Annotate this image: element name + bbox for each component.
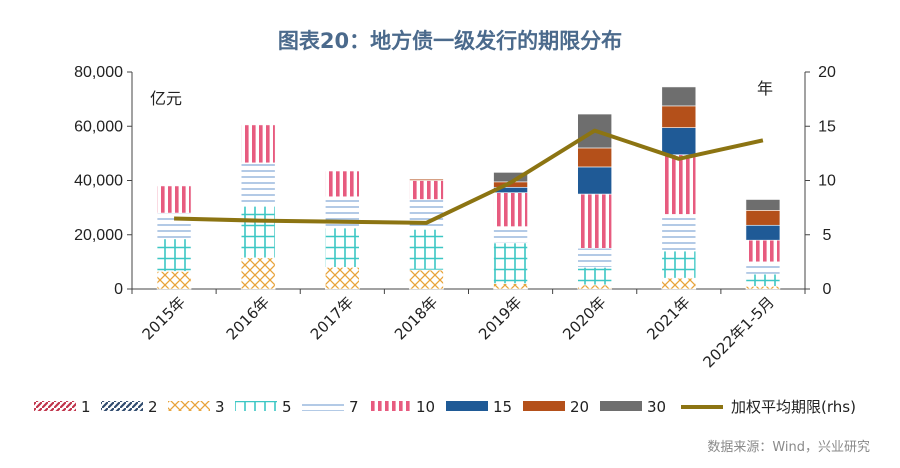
- y2-tick-label: 5: [823, 227, 832, 244]
- y-tick-label: 60,000: [74, 118, 123, 135]
- legend-label: 5: [282, 398, 292, 416]
- legend: 1 2 3 5 7 10 15 20 30 加权平均期限(rhs): [34, 398, 856, 416]
- bar-segment-30: [661, 86, 697, 107]
- legend-label: 3: [215, 398, 225, 416]
- x-category-label: 2019年: [475, 293, 525, 343]
- legend-swatch-1: [34, 401, 76, 411]
- x-category-label: 2020年: [559, 293, 609, 343]
- bars-layer: [156, 86, 781, 290]
- bar-segment-20: [409, 178, 444, 181]
- chart-title: 图表20：地方债一级发行的期限分布: [278, 29, 622, 53]
- bar-segment-7: [661, 214, 697, 252]
- y2-tick-label: 15: [818, 118, 836, 135]
- bar-segment-10: [493, 192, 528, 227]
- legend-swatch-2: [101, 401, 143, 411]
- bar-segment-5: [156, 238, 192, 272]
- y2-tick-label: 10: [818, 173, 836, 190]
- legend-label: 30: [647, 398, 666, 416]
- x-category-label: 2022年1-5月: [699, 293, 777, 371]
- legend-label: 20: [570, 398, 589, 416]
- bar-segment-3: [240, 257, 276, 290]
- legend-swatch-7: [302, 401, 344, 411]
- bar-segment-5: [577, 266, 612, 286]
- axes-layer: [127, 71, 810, 294]
- bar-segment-5: [325, 227, 360, 268]
- bar-segment-10: [156, 185, 192, 214]
- bar-segment-5: [493, 242, 528, 284]
- y2-tick-label: 20: [818, 64, 836, 81]
- legend-swatch-10: [369, 401, 411, 411]
- legend-label: 7: [349, 398, 359, 416]
- legend-swatch-5: [235, 401, 277, 411]
- source-note: 数据来源：Wind，兴业研究: [707, 440, 870, 455]
- bar-segment-3: [493, 283, 528, 290]
- bar-segment-5: [661, 250, 697, 279]
- bar-segment-20: [661, 105, 697, 128]
- y-tick-label: 80,000: [74, 64, 123, 81]
- y-tick-label: 20,000: [74, 227, 123, 244]
- right-unit-label: 年: [757, 79, 773, 98]
- avg-maturity-line: [174, 128, 764, 225]
- bar-segment-3: [156, 271, 192, 290]
- bar-segment-15: [745, 224, 781, 241]
- bar-segment-5: [240, 205, 276, 259]
- bar-segment-15: [577, 166, 612, 195]
- bar-segment-7: [409, 199, 444, 230]
- bar-segment-15: [661, 127, 697, 156]
- bar-segment-30: [745, 199, 781, 211]
- bar-segment-7: [240, 162, 276, 207]
- legend-swatch-30: [600, 401, 642, 411]
- bar-segment-10: [745, 239, 781, 263]
- bar-segment-5: [409, 229, 444, 271]
- legend-swatch-20: [523, 401, 565, 411]
- bar-segment-3: [325, 266, 360, 290]
- legend-swatch-15: [446, 401, 488, 411]
- legend-swatch-3: [168, 401, 210, 411]
- y-tick-label: 0: [114, 281, 123, 298]
- x-category-label: 2015年: [139, 293, 189, 343]
- line-layer: [174, 128, 764, 225]
- bar-segment-10: [661, 154, 697, 215]
- bar-segment-10: [325, 170, 360, 198]
- bar-segment-3: [661, 277, 697, 290]
- x-category-label: 2016年: [223, 293, 273, 343]
- bar-segment-7: [577, 248, 612, 268]
- bar-segment-3: [577, 284, 612, 290]
- legend-label: 加权平均期限(rhs): [731, 398, 856, 416]
- y2-tick-label: 0: [823, 281, 832, 298]
- bar-segment-3: [409, 269, 444, 290]
- bar-segment-20: [577, 147, 612, 168]
- y-tick-label: 40,000: [74, 173, 123, 190]
- x-category-label: 2018年: [391, 293, 441, 343]
- bar-segment-10: [577, 193, 612, 249]
- legend-label: 1: [81, 398, 91, 416]
- x-category-label: 2021年: [643, 293, 693, 343]
- legend-label: 15: [493, 398, 512, 416]
- bar-segment-7: [493, 226, 528, 244]
- x-category-label: 2017年: [307, 293, 357, 343]
- legend-label: 10: [416, 398, 435, 416]
- legend-label: 2: [148, 398, 158, 416]
- bar-segment-10: [409, 180, 444, 200]
- bar-segment-20: [745, 210, 781, 226]
- bar-segment-5: [745, 273, 781, 287]
- left-unit-label: 亿元: [150, 89, 182, 108]
- bar-segment-3: [745, 285, 781, 290]
- bar-segment-10: [240, 124, 276, 164]
- bar-segment-7: [745, 261, 781, 275]
